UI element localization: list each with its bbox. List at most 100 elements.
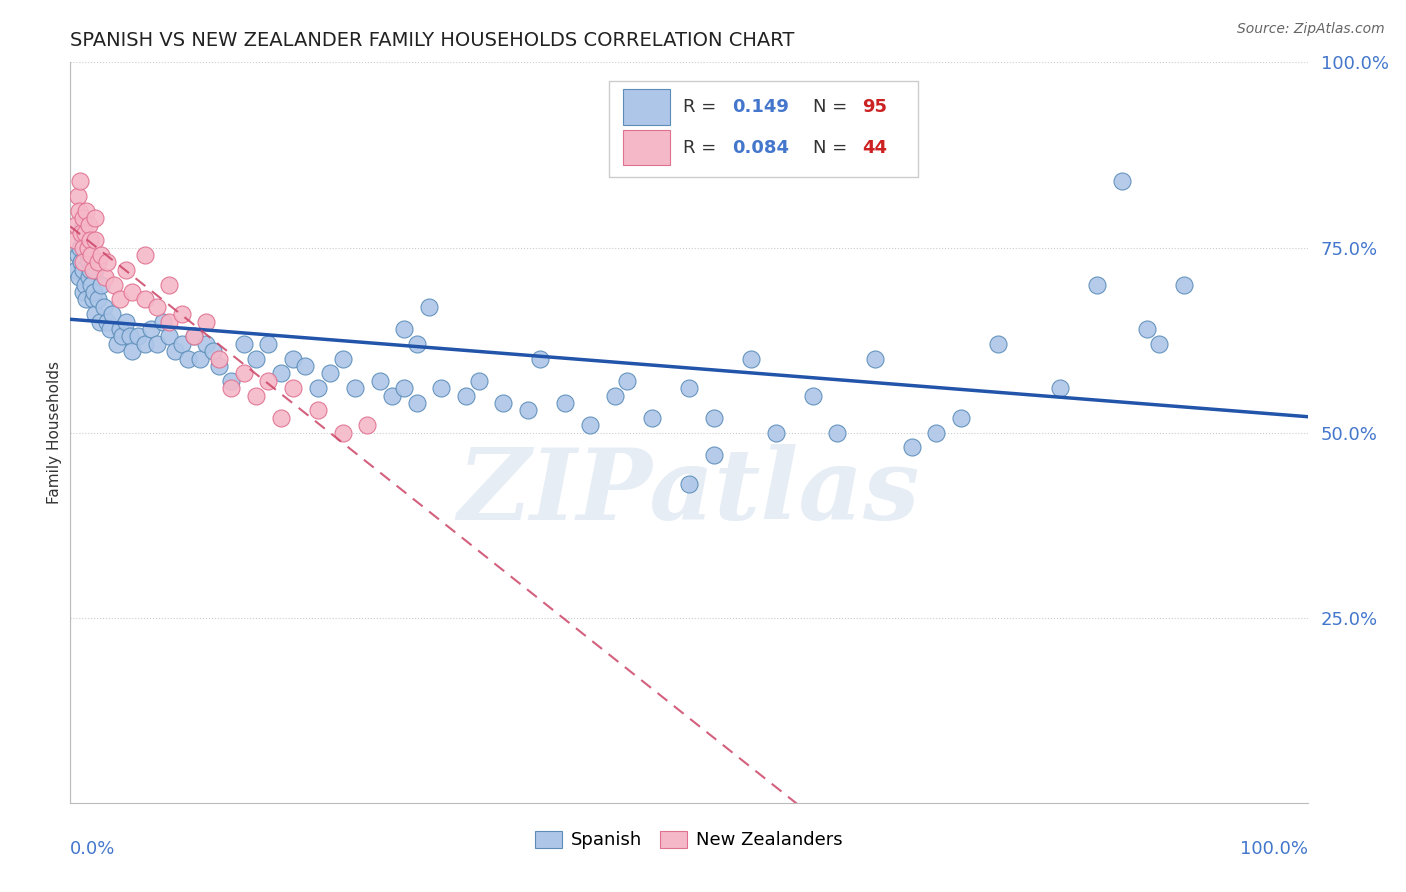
Point	[900, 441, 922, 455]
Point	[405, 396, 427, 410]
Point	[603, 388, 626, 402]
Legend: Spanish, New Zealanders: Spanish, New Zealanders	[527, 823, 851, 856]
Point	[418, 300, 440, 314]
Point	[579, 418, 602, 433]
Point	[332, 351, 354, 366]
Point	[86, 293, 108, 307]
Text: 95: 95	[862, 98, 887, 116]
Point	[115, 262, 138, 277]
Point	[232, 336, 254, 351]
Point	[139, 322, 162, 336]
Point	[84, 211, 107, 225]
Point	[319, 367, 342, 381]
Point	[394, 381, 416, 395]
Point	[84, 307, 107, 321]
Point	[1085, 277, 1108, 292]
Point	[170, 336, 193, 351]
Point	[987, 336, 1010, 351]
Point	[96, 314, 118, 328]
Point	[105, 336, 128, 351]
Point	[394, 322, 416, 336]
Point	[925, 425, 948, 440]
Point	[183, 329, 205, 343]
Point	[201, 344, 224, 359]
Point	[208, 359, 231, 373]
Point	[93, 300, 115, 314]
Point	[270, 367, 292, 381]
Point	[83, 285, 105, 299]
Point	[456, 388, 478, 402]
Point	[616, 374, 638, 388]
Point	[219, 374, 242, 388]
Point	[108, 293, 131, 307]
Point	[183, 329, 205, 343]
FancyBboxPatch shape	[609, 81, 918, 178]
Point	[65, 262, 87, 277]
Point	[77, 270, 100, 285]
Point	[69, 240, 91, 255]
Point	[1173, 277, 1195, 292]
Point	[84, 262, 107, 277]
Point	[1136, 322, 1159, 336]
Point	[127, 329, 149, 343]
Point	[65, 219, 87, 233]
Text: N =: N =	[813, 98, 852, 116]
Point	[177, 351, 200, 366]
Point	[72, 211, 94, 225]
Point	[90, 248, 112, 262]
Point	[75, 293, 97, 307]
Point	[75, 277, 97, 292]
Point	[641, 410, 664, 425]
Text: R =: R =	[683, 138, 721, 157]
Text: 0.0%: 0.0%	[70, 840, 115, 858]
Point	[332, 425, 354, 440]
Point	[195, 336, 218, 351]
Point	[77, 219, 100, 233]
Point	[863, 351, 886, 366]
Point	[82, 293, 104, 307]
Point	[245, 388, 267, 402]
Y-axis label: Family Households: Family Households	[46, 361, 62, 504]
Text: SPANISH VS NEW ZEALANDER FAMILY HOUSEHOLDS CORRELATION CHART: SPANISH VS NEW ZEALANDER FAMILY HOUSEHOL…	[70, 30, 794, 50]
Point	[67, 270, 90, 285]
Text: 44: 44	[862, 138, 887, 157]
Point	[66, 188, 89, 202]
Point	[134, 248, 156, 262]
Point	[294, 359, 316, 373]
Point	[84, 233, 107, 247]
Point	[368, 374, 391, 388]
Point	[75, 203, 97, 218]
Point	[703, 410, 725, 425]
Point	[1049, 381, 1071, 395]
Point	[121, 285, 143, 299]
Point	[232, 367, 254, 381]
Point	[76, 248, 98, 262]
Point	[281, 351, 304, 366]
Text: N =: N =	[813, 138, 852, 157]
Point	[307, 403, 329, 417]
Point	[134, 293, 156, 307]
Point	[77, 255, 100, 269]
Point	[75, 226, 97, 240]
Point	[678, 477, 700, 491]
Point	[70, 255, 93, 269]
Point	[381, 388, 404, 402]
Point	[72, 240, 94, 255]
Point	[740, 351, 762, 366]
Point	[82, 262, 104, 277]
Point	[134, 336, 156, 351]
Point	[152, 314, 174, 328]
Point	[103, 277, 125, 292]
Point	[157, 314, 180, 328]
Point	[146, 300, 169, 314]
Point	[492, 396, 515, 410]
Point	[108, 322, 131, 336]
Point	[72, 233, 94, 247]
Point	[72, 219, 94, 233]
Point	[467, 374, 489, 388]
Point	[1147, 336, 1170, 351]
Point	[307, 381, 329, 395]
Point	[554, 396, 576, 410]
Point	[157, 329, 180, 343]
Point	[430, 381, 453, 395]
